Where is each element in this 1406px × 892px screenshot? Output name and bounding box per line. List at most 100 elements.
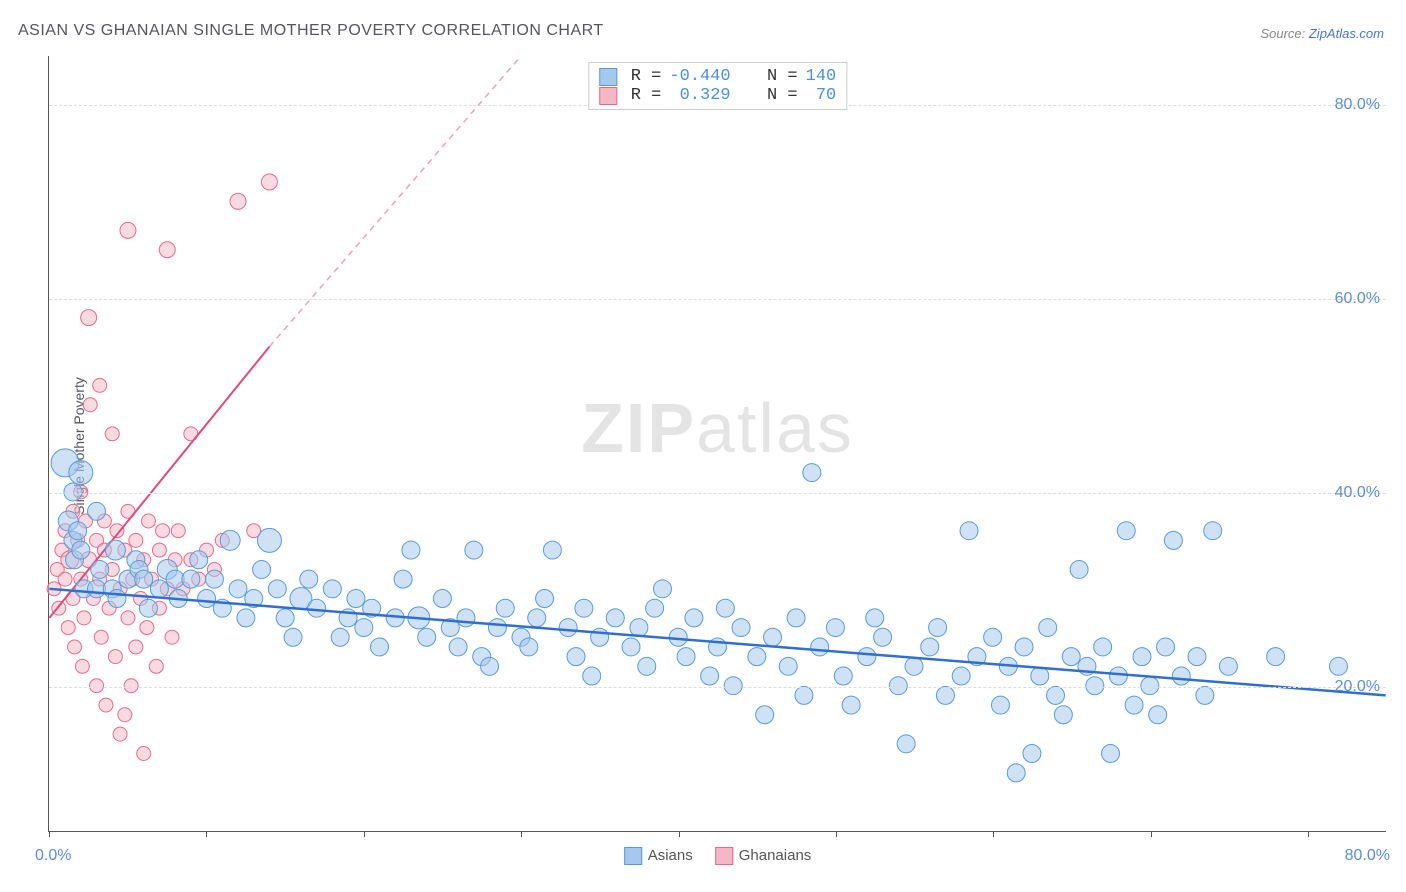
data-point (646, 599, 664, 617)
data-point (1062, 648, 1080, 666)
data-point (135, 570, 153, 588)
data-point (1196, 686, 1214, 704)
data-point (936, 686, 954, 704)
data-point (488, 619, 506, 637)
data-point (481, 657, 499, 675)
x-tick (364, 831, 365, 837)
data-point (528, 609, 546, 627)
data-point (622, 638, 640, 656)
data-point (991, 696, 1009, 714)
data-point (1102, 745, 1120, 763)
data-point (905, 657, 923, 675)
source-prefix: Source: (1260, 26, 1308, 41)
data-point (1007, 764, 1025, 782)
data-point (129, 640, 143, 654)
data-point (93, 378, 107, 392)
stat-r-value: 0.329 (669, 86, 730, 105)
data-point (583, 667, 601, 685)
data-point (394, 570, 412, 588)
data-point (638, 657, 656, 675)
data-point (120, 222, 136, 238)
data-point (121, 611, 135, 625)
data-point (701, 667, 719, 685)
data-point (137, 747, 151, 761)
data-point (1172, 667, 1190, 685)
data-point (1070, 560, 1088, 578)
data-point (543, 541, 561, 559)
data-point (229, 580, 247, 598)
y-tick-label: 80.0% (1335, 96, 1380, 114)
data-point (284, 628, 302, 646)
data-point (653, 580, 671, 598)
data-point (866, 609, 884, 627)
stat-r-label: R = (631, 67, 662, 86)
data-point (457, 609, 475, 627)
data-point (1023, 745, 1041, 763)
data-point (371, 638, 389, 656)
data-point (449, 638, 467, 656)
data-point (874, 628, 892, 646)
x-tick (993, 831, 994, 837)
data-point (323, 580, 341, 598)
data-point (858, 648, 876, 666)
data-point (1204, 522, 1222, 540)
data-point (1109, 667, 1127, 685)
data-point (536, 590, 554, 608)
data-point (921, 638, 939, 656)
x-tick (1151, 831, 1152, 837)
data-point (1267, 648, 1285, 666)
stat-n-label: N = (767, 86, 798, 105)
data-point (1164, 531, 1182, 549)
data-point (803, 464, 821, 482)
data-point (842, 696, 860, 714)
data-point (716, 599, 734, 617)
data-point (72, 541, 90, 559)
stats-row-asians: R = -0.440 N = 140 (599, 67, 836, 86)
data-point (61, 621, 75, 635)
x-tick (49, 831, 50, 837)
data-point (171, 524, 185, 538)
data-point (1047, 686, 1065, 704)
data-point (300, 570, 318, 588)
data-point (237, 609, 255, 627)
data-point (787, 609, 805, 627)
data-point (150, 580, 168, 598)
legend-item: Asians (624, 847, 693, 865)
data-point (331, 628, 349, 646)
gridline-h (49, 493, 1386, 494)
data-point (567, 648, 585, 666)
data-point (141, 514, 155, 528)
data-point (140, 621, 154, 635)
data-point (1329, 657, 1347, 675)
data-point (58, 572, 72, 586)
data-point (81, 310, 97, 326)
data-point (159, 242, 175, 258)
data-point (220, 530, 240, 550)
data-point (190, 551, 208, 569)
correlation-stats-box: R = -0.440 N = 140 R = 0.329 N = 70 (588, 62, 847, 110)
data-point (91, 560, 109, 578)
data-point (984, 628, 1002, 646)
data-point (1054, 706, 1072, 724)
x-tick (679, 831, 680, 837)
data-point (496, 599, 514, 617)
source-link[interactable]: ZipAtlas.com (1309, 26, 1384, 41)
chart-title: ASIAN VS GHANAIAN SINGLE MOTHER POVERTY … (18, 22, 604, 40)
data-point (756, 706, 774, 724)
data-point (630, 619, 648, 637)
data-point (75, 659, 89, 673)
y-tick-label: 60.0% (1335, 290, 1380, 308)
data-point (149, 659, 163, 673)
data-point (1039, 619, 1057, 637)
data-point (1188, 648, 1206, 666)
x-tick (836, 831, 837, 837)
x-tick (206, 831, 207, 837)
data-point (308, 599, 326, 617)
stat-r-label: R = (631, 86, 662, 105)
data-point (94, 630, 108, 644)
data-point (108, 650, 122, 664)
data-point (205, 570, 223, 588)
x-tick (1308, 831, 1309, 837)
data-point (685, 609, 703, 627)
data-point (1117, 522, 1135, 540)
